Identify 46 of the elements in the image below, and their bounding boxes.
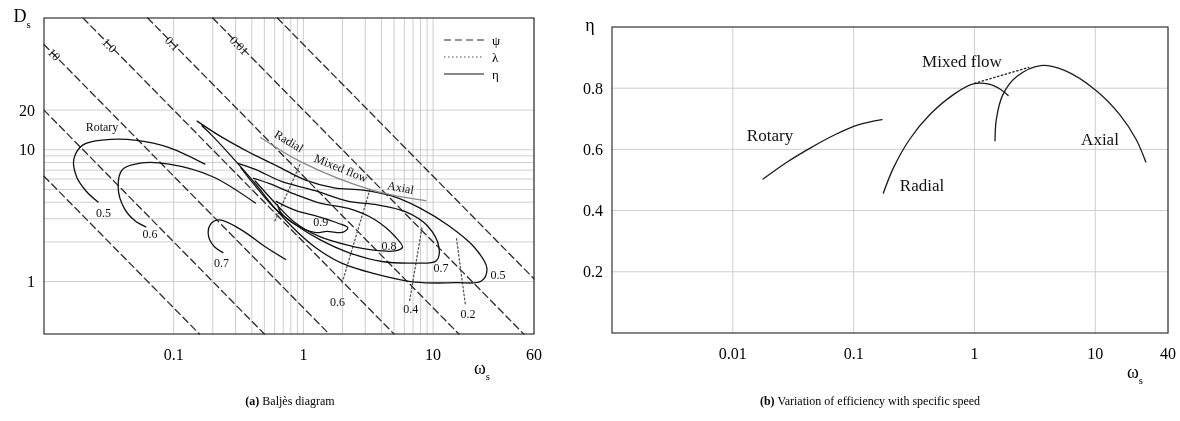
y-tick-label: 20 [19, 101, 35, 119]
legend-label: η [492, 66, 499, 82]
x-axis-title: ω$_{s}$ [473, 358, 491, 382]
annotation: Rotary [85, 120, 119, 135]
annotation: 0.6 [330, 295, 345, 310]
x-tick-label: 1 [970, 345, 979, 362]
annotation: Axial [1081, 129, 1120, 149]
legend-label: ψ [492, 32, 501, 48]
annotation: Radial [899, 175, 945, 195]
annotation: 0.01 [226, 33, 252, 58]
annotation: 0.6 [142, 227, 158, 242]
x-tick-label: 0.1 [843, 345, 864, 362]
x-tick-label: 0.1 [163, 346, 184, 363]
y-axis-title: η [585, 15, 595, 35]
x-tick-label: 1 [299, 346, 308, 363]
y-tick-label: 0.8 [583, 79, 603, 97]
annotation: 0.8 [381, 238, 397, 253]
y-tick-label: 0.6 [583, 141, 603, 158]
annotation: 0.5 [490, 268, 506, 283]
annotation: 0.2 [460, 306, 476, 321]
annotation: 0.1 [162, 33, 183, 54]
x-axis-title: ω$_{s}$ [1126, 362, 1144, 386]
annotation: 0.7 [213, 255, 229, 270]
annotation: Mixed flow [922, 51, 1003, 71]
annotation: Axial [386, 178, 416, 198]
x-tick-label: 60 [526, 346, 542, 363]
annotation: 1.0 [99, 35, 120, 56]
annotation: 0.9 [313, 215, 329, 230]
y-tick-label: 1 [27, 273, 35, 291]
legend-label: λ [492, 49, 499, 65]
y-axis-title: D$_{s}$ [13, 6, 31, 30]
text: (a) Baljès diagram [245, 394, 336, 408]
x-tick-label: 10 [1087, 345, 1104, 362]
annotation: Mixed flow [312, 151, 370, 186]
y-tick-label: 10 [19, 141, 35, 159]
annotation: Rotary [746, 125, 794, 145]
text: (b) Variation of efficiency with specific speed [759, 394, 981, 408]
x-tick-label: 10 [425, 346, 442, 363]
annotation: 0.5 [96, 205, 112, 220]
annotation: 0.4 [403, 302, 419, 317]
annotation: 0.7 [433, 261, 449, 276]
x-tick-label: 0.01 [718, 345, 747, 362]
y-tick-label: 0.4 [583, 202, 603, 220]
annotation: 10 [44, 45, 64, 64]
x-tick-label: 40 [1160, 345, 1176, 362]
y-tick-label: 0.2 [583, 263, 603, 281]
